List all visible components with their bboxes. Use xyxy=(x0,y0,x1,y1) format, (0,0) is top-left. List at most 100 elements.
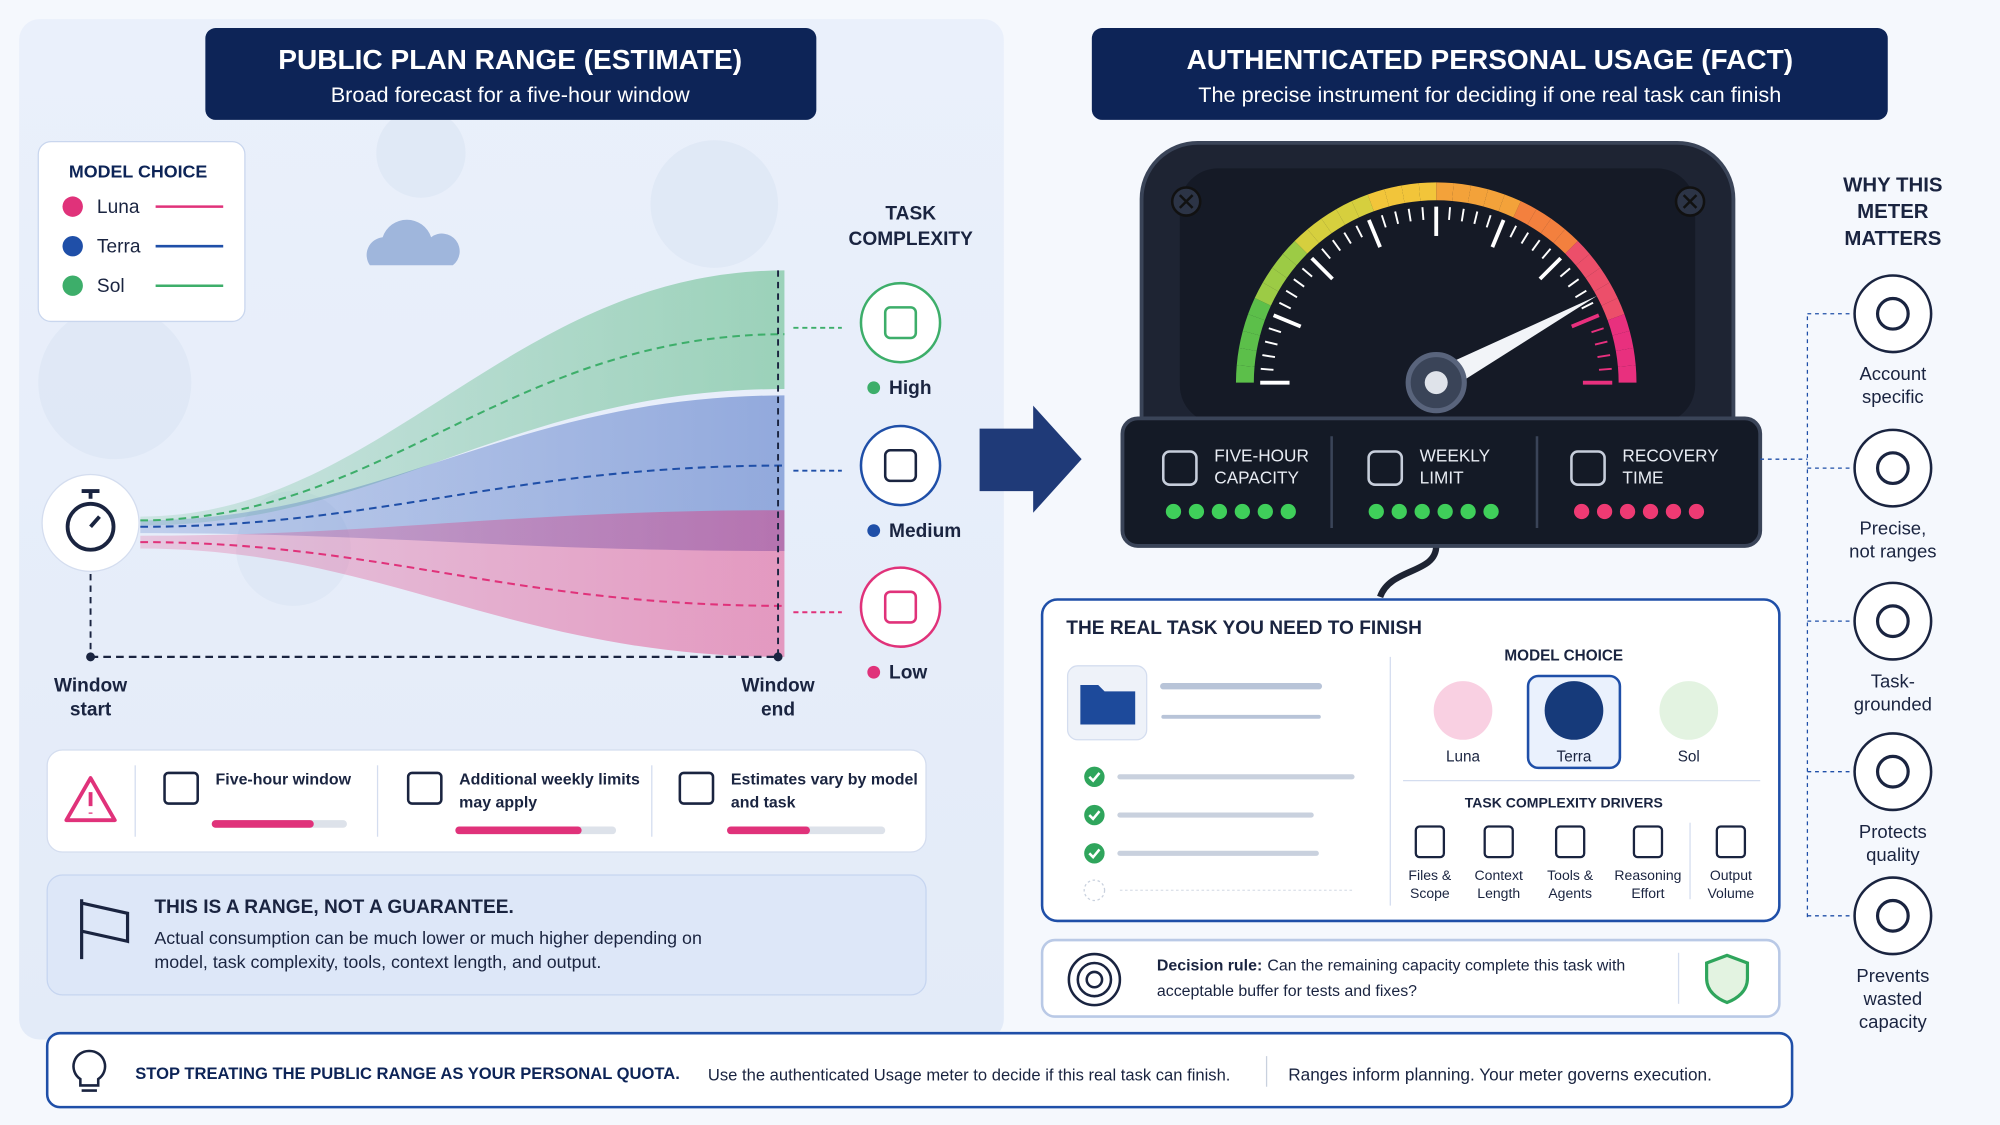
gauge-tick xyxy=(1268,327,1282,334)
driver-icon xyxy=(1414,825,1446,859)
gauge-tick xyxy=(1293,278,1305,288)
meter-dot xyxy=(1165,503,1182,520)
meter-label-line: RECOVERY xyxy=(1622,446,1719,466)
task-title: THE REAL TASK YOU NEED TO FINISH xyxy=(1066,618,1422,639)
note-text-line: Five-hour window xyxy=(216,771,352,788)
level-label: Medium xyxy=(889,521,961,542)
target-icon xyxy=(1085,970,1104,989)
window-end-label: Window end xyxy=(741,675,814,720)
windsock-icon xyxy=(80,899,130,960)
footer-box xyxy=(45,1031,1794,1109)
gauge-arc xyxy=(1540,218,1565,243)
panel-subtitle: The precise instrument for deciding if o… xyxy=(1198,82,1781,107)
gauge-tick xyxy=(1594,340,1608,346)
meter-icon xyxy=(1161,450,1198,486)
title-box xyxy=(1091,28,1888,120)
gauge-tick xyxy=(1310,256,1334,281)
gauge-arc xyxy=(1236,347,1257,367)
window-dot xyxy=(86,652,96,662)
meter-icon xyxy=(1570,450,1606,486)
gauge-tick xyxy=(1591,327,1604,334)
warning-box xyxy=(46,874,927,996)
gauge-arc xyxy=(1467,185,1489,207)
check-icon xyxy=(1084,804,1105,826)
model-choice-title: MODEL CHOICE xyxy=(1504,648,1623,665)
meter-dot xyxy=(1188,503,1205,520)
why-label-line: not ranges xyxy=(1849,540,1936,561)
model-icon xyxy=(1544,681,1604,740)
level-icon xyxy=(859,281,942,364)
legend-dot xyxy=(62,235,83,257)
driver-label-line: Files & xyxy=(1408,867,1451,883)
meter-label: RECOVERY TIME xyxy=(1622,446,1719,488)
note-text-line: Additional weekly limits xyxy=(459,771,640,788)
gauge-arc xyxy=(1248,298,1271,321)
why-label-line: quality xyxy=(1866,844,1920,865)
meter-label-line: FIVE-HOUR xyxy=(1214,446,1309,466)
gauge-tick xyxy=(1448,207,1451,220)
gauge-arc xyxy=(1418,182,1437,201)
map-blob xyxy=(376,108,466,198)
stopwatch-icon xyxy=(65,501,116,552)
level-dot xyxy=(867,381,881,395)
gauge-tick xyxy=(1380,214,1387,228)
why-glyph xyxy=(1875,451,1910,486)
driver-label: Output Volume xyxy=(1707,867,1754,901)
why-label-line: grounded xyxy=(1854,693,1932,714)
meter-dot xyxy=(1368,503,1384,520)
gauge-tick xyxy=(1598,367,1612,371)
stopwatch-badge xyxy=(41,473,140,573)
why-icon xyxy=(1853,428,1933,508)
gauge-arc xyxy=(1254,282,1279,306)
meter-dot xyxy=(1257,503,1273,520)
meter-dot xyxy=(1414,503,1430,520)
driver-label-line: Context xyxy=(1475,867,1523,883)
model-icon xyxy=(1433,681,1493,740)
complexity-title: TASK COMPLEXITY xyxy=(849,203,974,250)
level-glyph xyxy=(883,306,918,340)
gauge-needle xyxy=(1428,295,1597,393)
forecast-band xyxy=(140,395,785,552)
driver-label: Files & Scope xyxy=(1408,867,1451,901)
note-icon xyxy=(678,771,715,805)
gauge-tick xyxy=(1343,232,1352,244)
gauge-arc xyxy=(1527,209,1552,234)
gauge-arc xyxy=(1272,253,1297,279)
gauge-arc xyxy=(1367,189,1390,212)
gauge-arc xyxy=(1553,229,1578,254)
panel-title: AUTHENTICATED PERSONAL USAGE (FACT) xyxy=(1186,44,1793,75)
decision-line: acceptable buffer for tests and fixes? xyxy=(1157,983,1417,1000)
why-label: Task-grounded xyxy=(1854,671,1932,715)
note-icon xyxy=(163,771,199,805)
window-start-label-line: Window xyxy=(54,675,127,696)
folder-icon xyxy=(1080,684,1136,725)
gauge-arc xyxy=(1262,267,1287,292)
gauge-tick xyxy=(1264,340,1278,346)
gauge-tick xyxy=(1321,248,1331,260)
panel-subtitle: Broad forecast for a five-hour window xyxy=(331,82,690,107)
stopwatch-hand xyxy=(81,489,101,529)
meter-label-line: WEEKLY xyxy=(1420,446,1491,466)
legend-label: Luna xyxy=(97,197,140,218)
decision-box xyxy=(1040,938,1781,1018)
level-label: High xyxy=(889,378,932,399)
note-text: Additional weekly limits may apply xyxy=(459,771,640,811)
driver-icon xyxy=(1715,825,1747,859)
forecast-median xyxy=(140,464,785,528)
driver-label-line: Agents xyxy=(1548,885,1592,901)
meter-label-line: LIMIT xyxy=(1420,467,1464,487)
gauge-arc xyxy=(1401,183,1421,204)
gauge-arc xyxy=(1565,241,1590,266)
meter-dot xyxy=(1391,503,1407,520)
note-icon xyxy=(406,771,443,805)
gauge-tick xyxy=(1262,354,1276,359)
gauge-arc xyxy=(1575,253,1601,279)
map-blob xyxy=(38,306,192,460)
level-label: Low xyxy=(889,663,927,684)
meter-dot xyxy=(1280,503,1296,520)
driver-label-line: Tools & xyxy=(1547,867,1594,883)
gauge-arc xyxy=(1351,194,1374,218)
gauge-tick xyxy=(1260,367,1274,371)
why-label-line: Prevents xyxy=(1856,965,1929,986)
shield-icon xyxy=(1705,953,1750,1005)
